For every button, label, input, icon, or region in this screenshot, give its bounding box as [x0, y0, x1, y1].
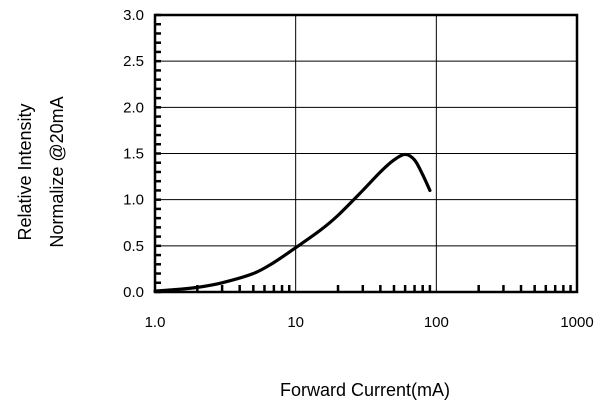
y-tick-label: 3.0 [123, 7, 144, 24]
y-tick-label: 2.0 [123, 99, 144, 116]
x-tick-label: 1000 [560, 314, 593, 331]
y-tick-label: 2.5 [123, 53, 144, 70]
x-tick-label: 10 [287, 314, 304, 331]
y-axis-title: Relative Intensity Normalize @20mA [15, 96, 67, 247]
y-tick-label: 0.0 [123, 284, 144, 301]
curve-layer [155, 154, 430, 291]
grid-lines [155, 15, 577, 292]
tick-labels: 0.0 0.5 1.0 1.5 2.0 2.5 3.0 1.0 10 100 1000 [123, 7, 594, 331]
y-axis-title-line-2: Normalize @20mA [47, 96, 67, 247]
y-tick-label: 0.5 [123, 238, 144, 255]
y-tick-label: 1.5 [123, 146, 144, 163]
y-tick-label: 1.0 [123, 192, 144, 209]
intensity-curve [155, 154, 430, 291]
y-axis-title-line-1: Relative Intensity [15, 103, 35, 240]
x-axis-title: Forward Current(mA) [280, 380, 450, 400]
x-tick-label: 100 [424, 314, 449, 331]
x-tick-label: 1.0 [145, 314, 166, 331]
